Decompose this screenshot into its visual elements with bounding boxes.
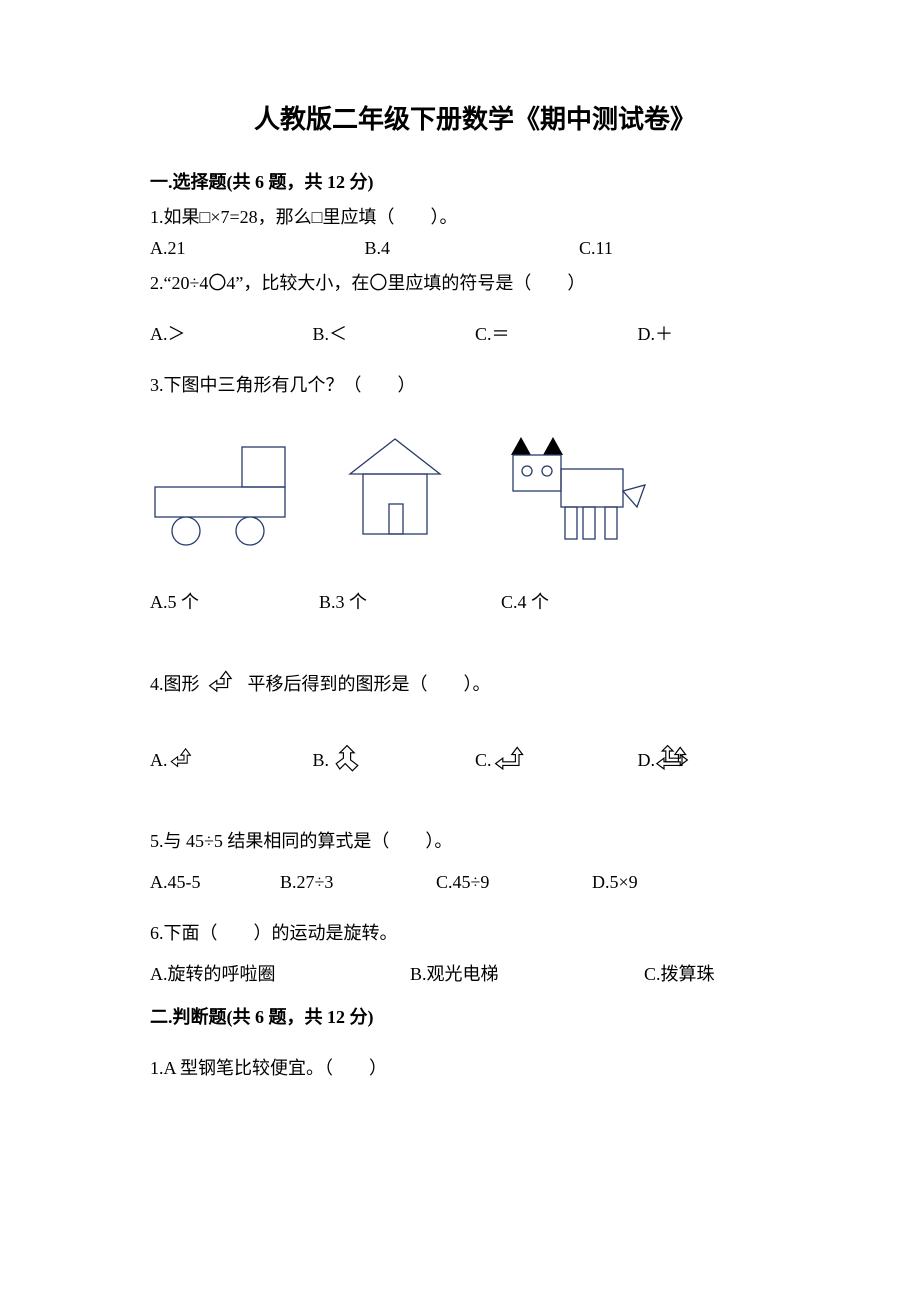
q4-suffix: 平移后得到的图形是（ ）。 bbox=[248, 671, 491, 698]
q4-opt-c: C. bbox=[475, 742, 638, 778]
q4-options: A. B. C. D. bbox=[150, 742, 800, 778]
q2-opt-a: A.＞ bbox=[150, 321, 313, 348]
q3-opt-b: B.3 个 bbox=[319, 589, 501, 616]
q5-opt-d: D.5×9 bbox=[592, 869, 722, 896]
page-title: 人教版二年级下册数学《期中测试卷》 bbox=[150, 100, 800, 139]
q4-opt-b: B. bbox=[313, 742, 476, 778]
q5-opt-c: C.45÷9 bbox=[436, 869, 592, 896]
q6-opt-b: B.观光电梯 bbox=[410, 961, 644, 988]
q4-opt-a: A. bbox=[150, 744, 313, 776]
q4-text: 4.图形 平移后得到的图形是（ ）。 bbox=[150, 666, 800, 702]
q1-opt-b: B.4 bbox=[365, 235, 580, 262]
section-2-header: 二.判断题(共 6 题，共 12 分) bbox=[150, 1004, 800, 1031]
q1-opt-c: C.11 bbox=[579, 235, 794, 262]
q4-opt-a-label: A. bbox=[150, 747, 168, 774]
q6-text: 6.下面（ ）的运动是旋转。 bbox=[150, 920, 800, 947]
q5-opt-b: B.27÷3 bbox=[280, 869, 436, 896]
q3-options: A.5 个 B.3 个 C.4 个 bbox=[150, 589, 800, 616]
q6-options: A.旋转的呼啦圈 B.观光电梯 C.拨算珠 bbox=[150, 961, 800, 988]
q4-opt-d: D. bbox=[638, 742, 801, 778]
arrow-b-icon bbox=[329, 742, 365, 778]
q5-options: A.45-5 B.27÷3 C.45÷9 D.5×9 bbox=[150, 869, 800, 896]
arrow-a-icon bbox=[168, 744, 200, 776]
q4-opt-b-label: B. bbox=[313, 747, 330, 774]
q3-opt-c: C.4 个 bbox=[501, 589, 664, 616]
q5-opt-a: A.45-5 bbox=[150, 869, 280, 896]
q6-opt-c: C.拨算珠 bbox=[644, 961, 774, 988]
q2-text: 2.“20÷4〇4”，比较大小，在〇里应填的符号是（ ） bbox=[150, 270, 800, 297]
q4-prefix: 4.图形 bbox=[150, 671, 200, 698]
q4-opt-c-label: C. bbox=[475, 747, 492, 774]
q3-figure bbox=[150, 429, 800, 549]
q4-opt-d-label: D. bbox=[638, 747, 656, 774]
section-1-header: 一.选择题(共 6 题，共 12 分) bbox=[150, 169, 800, 196]
q1-text: 1.如果□×7=28，那么□里应填（ ）。 bbox=[150, 204, 800, 231]
q3-opt-a: A.5 个 bbox=[150, 589, 319, 616]
q1-options: A.21 B.4 C.11 bbox=[150, 235, 800, 262]
q2-opt-d: D.＋ bbox=[638, 321, 801, 348]
q2-options: A.＞ B.＜ C.＝ D.＋ bbox=[150, 321, 800, 348]
q5-text: 5.与 45÷5 结果相同的算式是（ ）。 bbox=[150, 828, 800, 855]
q6-opt-a: A.旋转的呼啦圈 bbox=[150, 961, 410, 988]
arrow-c-icon bbox=[492, 742, 528, 778]
q1-opt-a: A.21 bbox=[150, 235, 365, 262]
q2-opt-b: B.＜ bbox=[313, 321, 476, 348]
s2-q1-text: 1.A 型钢笔比较便宜。（ ） bbox=[150, 1055, 800, 1082]
q2-opt-c: C.＝ bbox=[475, 321, 638, 348]
q4-main-arrow-icon bbox=[206, 666, 242, 702]
q3-text: 3.下图中三角形有几个？（ ） bbox=[150, 372, 800, 399]
arrow-d-icon bbox=[655, 742, 691, 778]
